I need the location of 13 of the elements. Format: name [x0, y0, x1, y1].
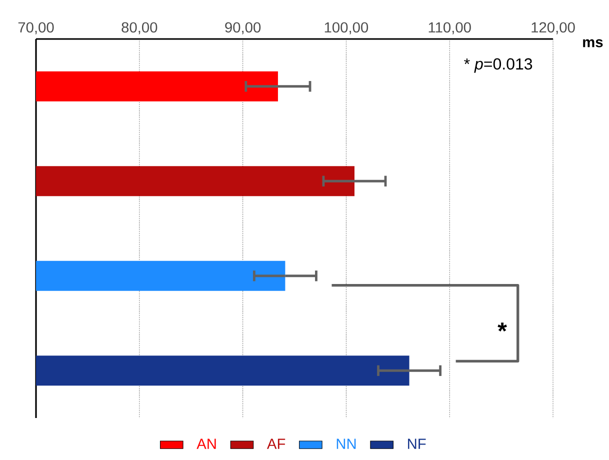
x-tick-label: 80,00: [122, 22, 158, 34]
annotation: *: [498, 322, 507, 332]
legend-label: AN: [196, 438, 216, 449]
legend-label: AF: [266, 438, 286, 449]
legend-label: NF: [408, 438, 426, 449]
x-tick-label: 120,00: [532, 22, 575, 34]
x-tick-label: 100,00: [324, 22, 368, 34]
x-tick-label: 110,00: [428, 22, 471, 34]
legend-label: NN: [336, 438, 356, 449]
x-tick-label: 70,00: [18, 22, 54, 34]
annotation: *p=0.013: [464, 58, 532, 73]
x-tick-label: 90,00: [225, 22, 261, 34]
x-axis-title: ms: [583, 39, 603, 48]
